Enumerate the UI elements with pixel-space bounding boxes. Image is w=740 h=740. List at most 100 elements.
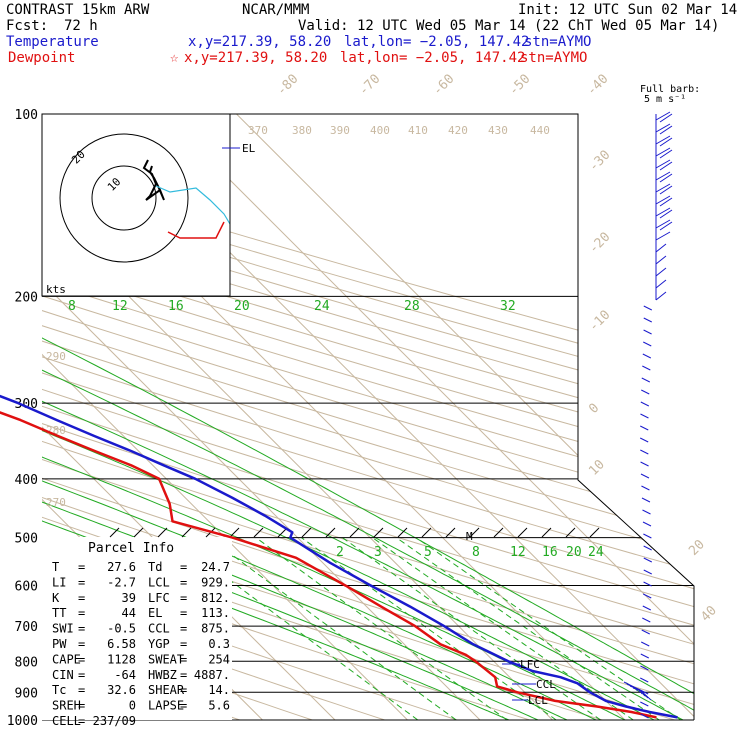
wind-barb	[659, 173, 673, 183]
dry-adiabat-label: 420	[448, 124, 468, 137]
level-tick-mark	[133, 527, 144, 538]
parcel-info-cell: -64	[114, 668, 136, 682]
wind-barb	[655, 279, 667, 289]
dry-adiabat-label: 380	[292, 124, 312, 137]
parcel-info-cell: LI	[52, 575, 66, 589]
wind-barb	[643, 533, 652, 539]
level-ticks	[109, 527, 600, 538]
moist-adiabat-label: 28	[404, 299, 420, 314]
parcel-info-cell: TT	[52, 606, 66, 620]
mixing-ratio-label: 2	[336, 545, 344, 560]
wind-barb	[640, 425, 649, 431]
parcel-info-cell: 1128	[107, 652, 136, 666]
dry-adiabat-label: 370	[248, 124, 268, 137]
level-tick-mark	[229, 527, 240, 538]
wind-barb	[639, 689, 652, 701]
wind-barb	[655, 183, 671, 193]
wind-barb	[643, 569, 652, 575]
parcel-info-cell: 254	[208, 652, 230, 666]
model-org: NCAR/MMM	[242, 2, 310, 18]
wind-barb	[643, 329, 652, 335]
wind-barb	[655, 243, 667, 253]
parcel-info-cell: 44	[122, 606, 136, 620]
dry-adiabat-line	[42, 114, 694, 720]
level-tick-mark	[253, 527, 264, 538]
barb-legend-line-2: 5 m s⁻¹	[644, 94, 687, 105]
parcel-info-cell: =	[78, 714, 85, 728]
hodograph-upper-trace	[142, 159, 165, 201]
wind-barb	[655, 255, 667, 265]
forecast-label: Fcst:	[6, 18, 49, 34]
pressure-tick-label: 1000	[7, 714, 38, 729]
parcel-info-cell: 4887.	[194, 668, 230, 682]
hodograph: 20 10 kts	[41, 113, 231, 297]
parcel-info-cell: =	[180, 683, 187, 697]
dry-adiabat-line	[42, 114, 694, 720]
parcel-info-cell: =	[78, 622, 85, 636]
dry-adiabat-line	[42, 114, 694, 720]
wind-barb	[639, 437, 649, 443]
barb-legend-line-1: Full barb:	[640, 84, 701, 95]
wind-barb	[655, 267, 667, 277]
pressure-tick-label: 500	[15, 532, 38, 547]
dry-adiabat-line	[42, 114, 694, 720]
legend-temperature-latlon: lat,lon= −2.05, 147.42	[344, 34, 530, 50]
moist-adiabat-label: 12	[112, 299, 128, 314]
wind-barb	[640, 701, 649, 707]
legend-dewpoint-latlon: lat,lon= −2.05, 147.42	[340, 50, 526, 66]
wind-barb	[643, 557, 653, 563]
wind-barb	[659, 149, 673, 159]
moist-adiabat-line	[42, 114, 597, 720]
parcel-info-cell: T	[52, 560, 59, 574]
isotherm-label: 20	[686, 537, 708, 559]
parcel-info-cell: =	[180, 606, 187, 620]
parcel-info-cell: 237/09	[93, 714, 136, 728]
moist-adiabat-label: 16	[168, 299, 184, 314]
dry-adiabat-label: 440	[530, 124, 550, 137]
parcel-info-cell: 812.	[201, 591, 230, 605]
dry-adiabat-line	[42, 114, 694, 720]
legend-temperature-label: Temperature	[6, 34, 99, 50]
wind-barb	[643, 545, 652, 551]
mixing-ratio-label: 20	[566, 545, 582, 560]
wind-barb	[659, 221, 673, 231]
parcel-info-cell: LFC	[148, 591, 170, 605]
pressure-tick-label: 200	[15, 290, 38, 305]
pressure-tick-label: 700	[15, 620, 38, 635]
parcel-info-cell: 0	[129, 699, 136, 713]
level-tick-mark	[541, 527, 552, 538]
parcel-info-cell: CELL	[52, 714, 81, 728]
parcel-info-cell: SREH	[52, 699, 81, 713]
parcel-info-cell: SWEAT	[148, 652, 184, 666]
wind-barb	[642, 617, 651, 623]
parcel-info-cell: =	[78, 699, 85, 713]
parcel-info-cell: =	[180, 637, 187, 651]
legend-dewpoint-label: Dewpoint	[8, 50, 76, 66]
forecast-hours: 72 h	[64, 18, 98, 34]
wind-barb	[655, 219, 671, 229]
parcel-info-cell: Tc	[52, 683, 66, 697]
wind-barb	[642, 509, 651, 515]
parcel-info-cell: EL	[148, 606, 162, 620]
parcel-info-cell: SHEAR	[148, 683, 185, 697]
level-tick-mark	[157, 527, 168, 538]
wind-barb	[655, 207, 671, 217]
wind-barb	[659, 137, 673, 147]
mixing-ratio-line	[255, 537, 508, 720]
parcel-info-cell: =	[78, 560, 85, 574]
level-tick-mark	[565, 527, 576, 538]
level-tick-mark	[325, 527, 336, 538]
parcel-info-cell: 5.6	[208, 699, 230, 713]
wind-barb	[643, 305, 653, 311]
isotherm-label: 0	[586, 401, 602, 417]
isotherm-label: -10	[586, 308, 613, 335]
wind-barb	[659, 161, 673, 171]
parcel-info-cell: 14.	[208, 683, 230, 697]
parcel-info-cell: =	[78, 668, 85, 682]
isotherm-line	[163, 114, 694, 720]
mixing-ratio-label: 3	[374, 545, 382, 560]
dry-adiabat-label: 400	[370, 124, 390, 137]
parcel-info-cell: CCL	[148, 622, 170, 636]
parcel-info-cell: LCL	[148, 575, 170, 589]
level-tick-mark	[301, 527, 312, 538]
